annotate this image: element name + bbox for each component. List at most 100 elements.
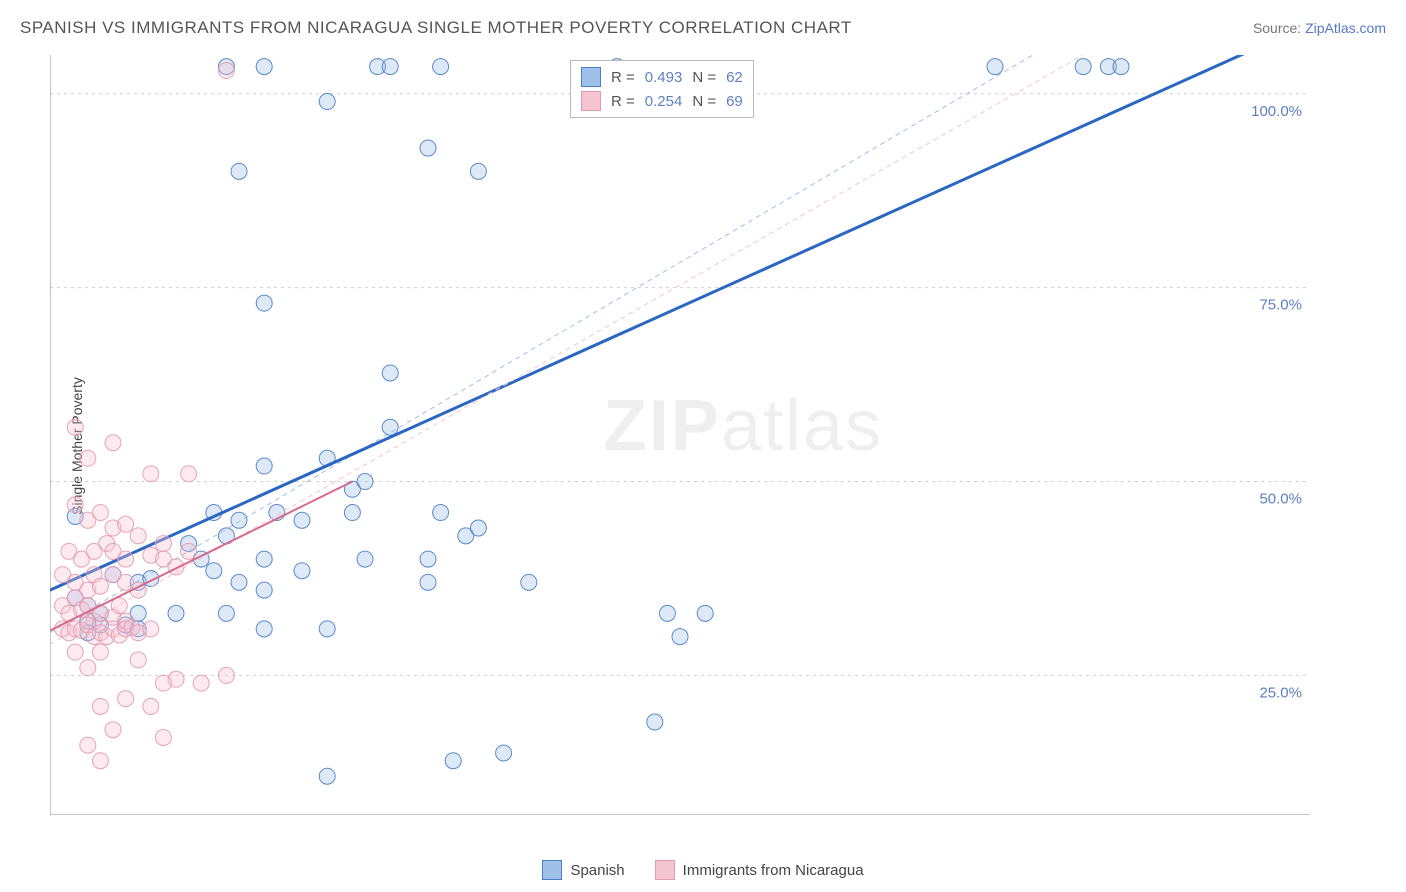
legend-label: Spanish (570, 862, 624, 879)
data-point (92, 578, 108, 594)
data-point (445, 753, 461, 769)
data-point (218, 667, 234, 683)
legend-row-nicaragua: R =0.254N =69 (581, 89, 743, 113)
y-tick-label: 100.0% (1251, 103, 1302, 120)
data-point (86, 543, 102, 559)
source-link[interactable]: ZipAtlas.com (1305, 20, 1386, 36)
data-point (168, 605, 184, 621)
data-point (155, 675, 171, 691)
n-label: N = (692, 93, 716, 110)
data-point (256, 621, 272, 637)
plot-area: 25.0%50.0%75.0%100.0%0.0%100.0%ZIPatlas (50, 55, 1310, 815)
series-legend: Spanish Immigrants from Nicaragua (0, 860, 1406, 880)
data-point (92, 753, 108, 769)
data-point (143, 621, 159, 637)
r-value: 0.254 (645, 93, 683, 110)
data-point (382, 365, 398, 381)
data-point (672, 629, 688, 645)
data-point (231, 163, 247, 179)
data-point (67, 419, 83, 435)
data-point (206, 563, 222, 579)
data-point (118, 691, 134, 707)
y-tick-label: 25.0% (1259, 684, 1302, 701)
data-point (231, 512, 247, 528)
data-point (143, 466, 159, 482)
source-label: Source: (1253, 20, 1301, 36)
data-point (105, 435, 121, 451)
data-point (155, 729, 171, 745)
legend-swatch (655, 860, 675, 880)
data-point (357, 474, 373, 490)
data-point (496, 745, 512, 761)
legend-swatch (542, 860, 562, 880)
data-point (92, 644, 108, 660)
data-point (987, 59, 1003, 75)
watermark: ZIPatlas (603, 386, 883, 466)
data-point (256, 458, 272, 474)
scatter-chart: 25.0%50.0%75.0%100.0%0.0%100.0%ZIPatlas (50, 55, 1310, 815)
data-point (420, 140, 436, 156)
source-credit: Source: ZipAtlas.com (1253, 20, 1386, 36)
data-point (118, 551, 134, 567)
legend-label: Immigrants from Nicaragua (683, 862, 864, 879)
r-label: R = (611, 93, 635, 110)
data-point (231, 574, 247, 590)
data-point (357, 551, 373, 567)
data-point (697, 605, 713, 621)
data-point (218, 63, 234, 79)
data-point (181, 543, 197, 559)
data-point (294, 512, 310, 528)
data-point (420, 574, 436, 590)
data-point (294, 563, 310, 579)
data-point (433, 59, 449, 75)
r-label: R = (611, 69, 635, 86)
data-point (143, 698, 159, 714)
data-point (659, 605, 675, 621)
trendline-solid (50, 55, 1310, 590)
data-point (118, 516, 134, 532)
n-value: 62 (726, 69, 743, 86)
data-point (80, 737, 96, 753)
data-point (256, 295, 272, 311)
data-point (420, 551, 436, 567)
data-point (130, 652, 146, 668)
data-point (92, 698, 108, 714)
data-point (470, 520, 486, 536)
chart-title: SPANISH VS IMMIGRANTS FROM NICARAGUA SIN… (20, 18, 852, 38)
data-point (319, 621, 335, 637)
data-point (105, 722, 121, 738)
data-point (344, 505, 360, 521)
data-point (433, 505, 449, 521)
data-point (1075, 59, 1091, 75)
data-point (470, 163, 486, 179)
data-point (382, 419, 398, 435)
legend-swatch (581, 67, 601, 87)
header-bar: SPANISH VS IMMIGRANTS FROM NICARAGUA SIN… (20, 18, 1386, 38)
data-point (80, 450, 96, 466)
legend-item-nicaragua: Immigrants from Nicaragua (655, 860, 864, 880)
data-point (67, 497, 83, 513)
data-point (319, 94, 335, 110)
data-point (256, 582, 272, 598)
data-point (256, 551, 272, 567)
data-point (256, 59, 272, 75)
legend-item-spanish: Spanish (542, 860, 624, 880)
data-point (130, 528, 146, 544)
legend-swatch (581, 91, 601, 111)
data-point (521, 574, 537, 590)
r-value: 0.493 (645, 69, 683, 86)
data-point (647, 714, 663, 730)
legend-row-spanish: R = 0.493 N = 62 (581, 65, 743, 89)
data-point (92, 505, 108, 521)
y-tick-label: 50.0% (1259, 491, 1302, 508)
data-point (168, 559, 184, 575)
n-label: N = (692, 69, 716, 86)
data-point (1113, 59, 1129, 75)
data-point (80, 660, 96, 676)
data-point (382, 59, 398, 75)
correlation-legend: R =0.493N =62R =0.254N =69 (570, 60, 754, 118)
y-tick-label: 75.0% (1259, 297, 1302, 314)
data-point (67, 644, 83, 660)
data-point (319, 768, 335, 784)
series-nicaragua (50, 55, 1083, 769)
